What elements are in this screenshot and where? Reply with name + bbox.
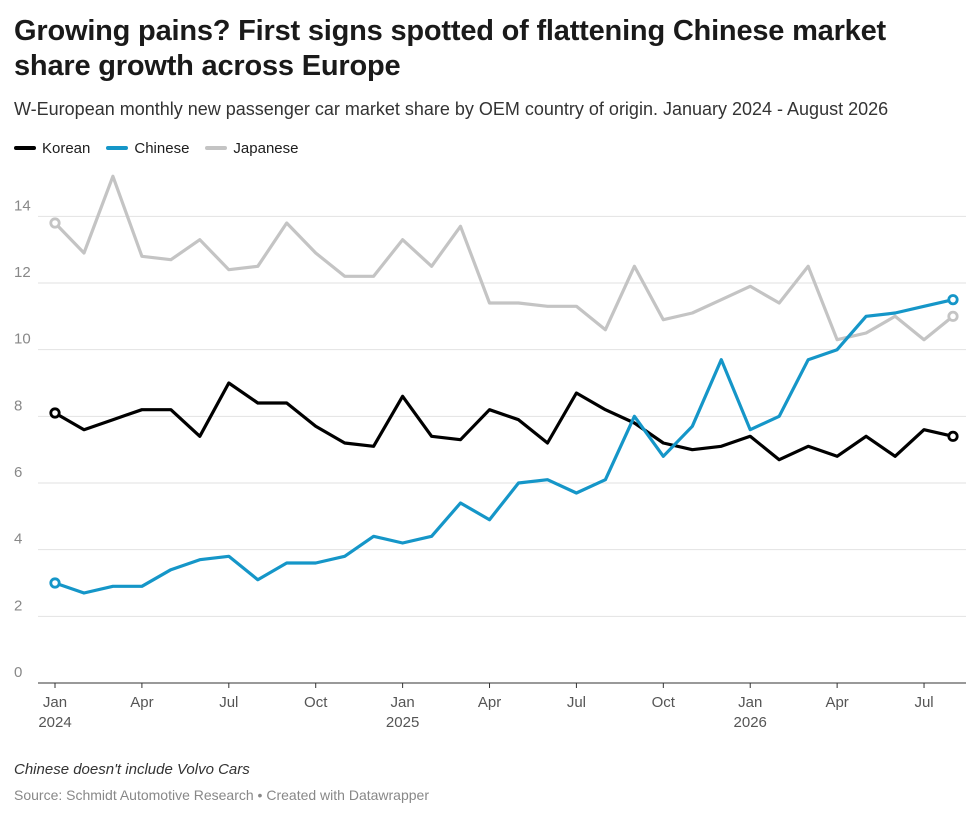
- legend-swatch-chinese: [106, 146, 129, 150]
- y-tick-label: 10: [14, 331, 31, 348]
- chart-title: Growing pains? First signs spotted of fl…: [14, 15, 886, 82]
- series-line-japanese: [53, 174, 955, 342]
- y-tick-label: 0: [14, 664, 22, 681]
- x-tick-label: Apr: [478, 694, 501, 711]
- series-line-chinese: [53, 298, 955, 595]
- x-tick-label: Jan: [43, 694, 67, 711]
- legend-label-korean: Korean: [42, 139, 91, 157]
- x-tick-label: Apr: [130, 694, 153, 711]
- x-tick-label: Apr: [825, 694, 848, 711]
- y-tick-label: 2: [14, 597, 22, 614]
- line-chart: 0 2 4 6 8 10 12 14 Jan 2024 Apr Jul Oct Jan 2025 Apr Jul…: [14, 174, 966, 731]
- chart-source: Source: Schmidt Automotive Research • Cr…: [14, 787, 429, 803]
- series-point-korean-start: [49, 407, 61, 419]
- legend: Korean Chinese Japanese: [14, 138, 314, 158]
- legend-item-korean: Korean: [14, 140, 90, 157]
- x-tick-label: Jul: [567, 694, 586, 711]
- x-tick-year-label: 2026: [734, 714, 767, 731]
- series-point-japanese-end: [947, 310, 959, 322]
- y-tick-label: 12: [14, 264, 31, 281]
- y-tick-label: 14: [14, 197, 31, 214]
- x-tick-year-label: 2025: [386, 714, 419, 731]
- x-tick-label: Oct: [652, 694, 676, 711]
- y-tick-label: 4: [14, 531, 22, 548]
- x-tick-label: Jul: [219, 694, 238, 711]
- x-tick-label: Jan: [391, 694, 415, 711]
- legend-item-japanese: Japanese: [205, 140, 298, 157]
- legend-swatch-japanese: [205, 146, 228, 150]
- x-tick-label: Oct: [304, 694, 328, 711]
- legend-label-japanese: Japanese: [233, 139, 299, 157]
- series-point-korean-end: [947, 430, 959, 442]
- x-tick-label: Jan: [738, 694, 762, 711]
- y-tick-label: 8: [14, 397, 22, 414]
- y-tick-label: 6: [14, 464, 22, 481]
- legend-item-chinese: Chinese: [106, 140, 189, 157]
- series-point-chinese-start: [49, 577, 61, 589]
- legend-label-chinese: Chinese: [134, 139, 190, 157]
- chart-note: Chinese doesn't include Volvo Cars: [14, 761, 250, 778]
- series-point-japanese-start: [49, 217, 61, 229]
- series-line-korean: [53, 381, 955, 462]
- series-point-chinese-end: [947, 294, 959, 306]
- x-tick-year-label: 2024: [38, 714, 71, 731]
- legend-swatch-korean: [14, 146, 36, 150]
- chart-subtitle: W-European monthly new passenger car mar…: [14, 99, 889, 119]
- x-tick-label: Jul: [914, 694, 933, 711]
